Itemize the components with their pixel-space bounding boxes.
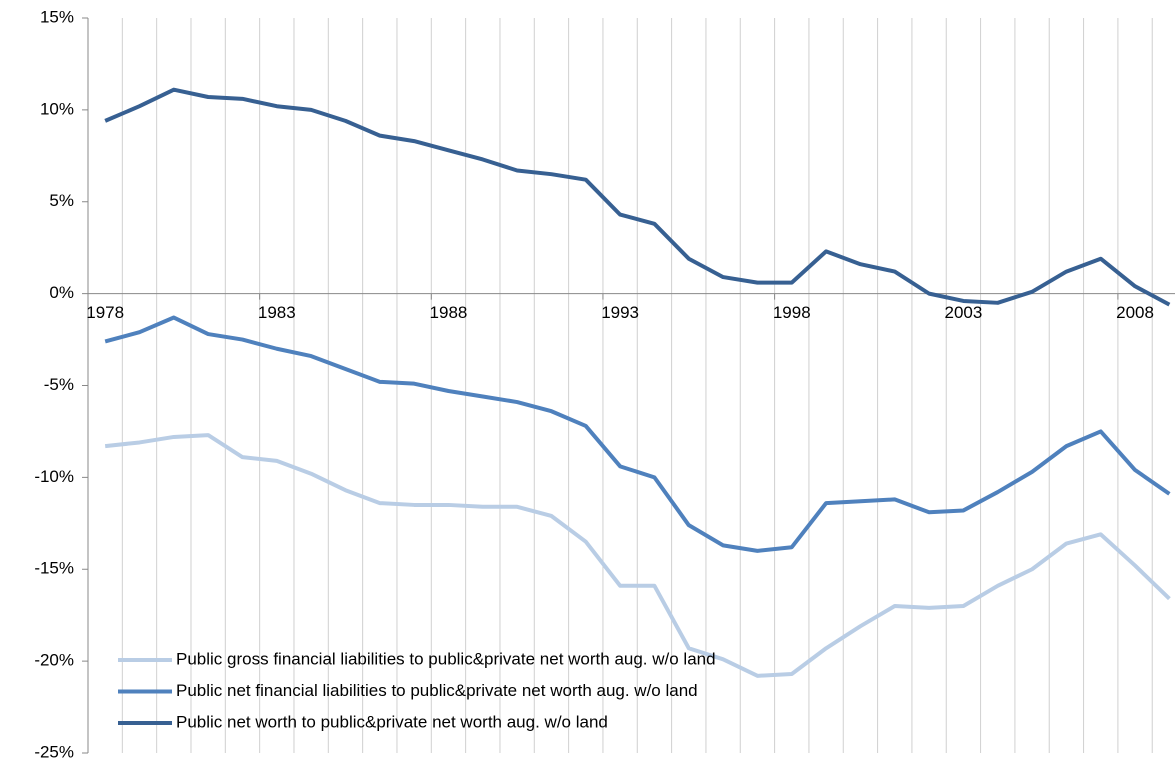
y-tick-label: -20% bbox=[34, 651, 74, 670]
legend-label: Public gross financial liabilities to pu… bbox=[176, 649, 716, 668]
legend-label: Public net financial liabilities to publ… bbox=[176, 681, 698, 700]
x-tick-label: 1998 bbox=[773, 303, 811, 322]
series-line bbox=[104, 315, 1171, 553]
y-tick-label: -25% bbox=[34, 742, 74, 761]
x-tick-label: 1983 bbox=[258, 303, 296, 322]
series-line bbox=[104, 433, 1171, 678]
y-tick-label: 0% bbox=[49, 283, 74, 302]
y-tick-label: -15% bbox=[34, 559, 74, 578]
y-tick-label: -5% bbox=[44, 375, 74, 394]
legend-label: Public net worth to public&private net w… bbox=[176, 712, 608, 731]
y-tick-label: 15% bbox=[40, 7, 74, 26]
y-tick-label: 5% bbox=[49, 191, 74, 210]
series-line bbox=[104, 87, 1171, 307]
x-tick-label: 2003 bbox=[945, 303, 983, 322]
x-tick-label: 1988 bbox=[430, 303, 468, 322]
y-tick-label: -10% bbox=[34, 467, 74, 486]
x-tick-label: 2008 bbox=[1116, 303, 1154, 322]
x-tick-label: 1978 bbox=[86, 303, 124, 322]
x-tick-label: 1993 bbox=[601, 303, 639, 322]
y-tick-label: 10% bbox=[40, 99, 74, 118]
